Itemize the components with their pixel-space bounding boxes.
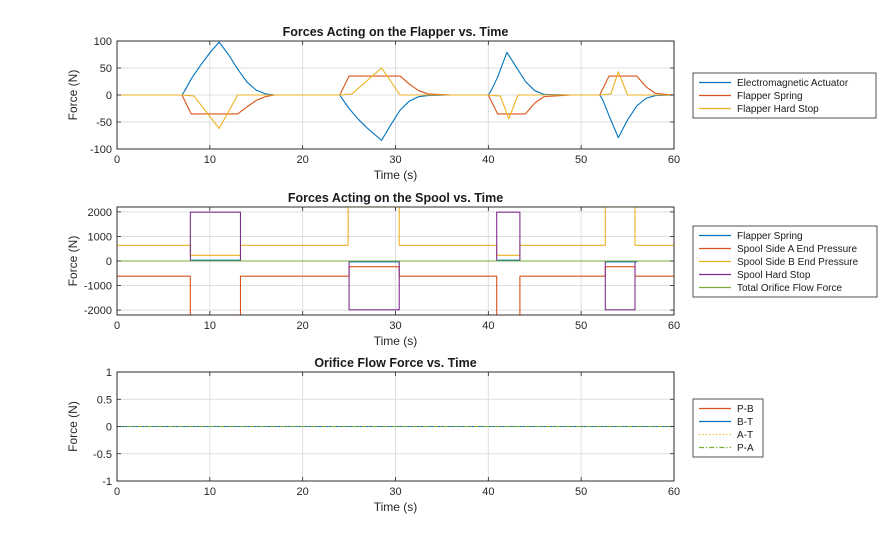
x-tick-label: 30 bbox=[389, 486, 401, 498]
x-tick-label: 0 bbox=[114, 486, 120, 498]
chart-title: Forces Acting on the Spool vs. Time bbox=[288, 191, 503, 205]
y-tick-label: 2000 bbox=[88, 207, 112, 219]
legend-label-spool-side-a-end-pressure: Spool Side A End Pressure bbox=[737, 244, 858, 255]
y-tick-label: -2000 bbox=[84, 305, 112, 317]
legend-label-electromagnetic-actuator: Electromagnetic Actuator bbox=[737, 78, 849, 89]
series-group bbox=[117, 207, 674, 315]
x-tick-label: 60 bbox=[668, 154, 680, 166]
x-tick-label: 30 bbox=[389, 154, 401, 166]
series-line-electromagnetic-actuator bbox=[117, 41, 674, 141]
x-tick-label: 10 bbox=[204, 486, 216, 498]
series-group bbox=[117, 41, 674, 141]
series-line-spool-side-a-end-pressure bbox=[117, 266, 674, 315]
y-tick-label: -1 bbox=[102, 476, 112, 488]
y-tick-label: 50 bbox=[100, 63, 112, 75]
y-tick-label: 0.5 bbox=[97, 394, 112, 406]
series-line-flapper-hard-stop bbox=[117, 67, 674, 130]
x-tick-label: 20 bbox=[297, 486, 309, 498]
series-line-spool-side-b-end-pressure bbox=[117, 207, 674, 256]
x-tick-label: 20 bbox=[297, 154, 309, 166]
x-tick-label: 30 bbox=[389, 320, 401, 332]
y-tick-label: 100 bbox=[94, 36, 112, 48]
x-tick-label: 60 bbox=[668, 486, 680, 498]
legend: Electromagnetic Actuator Flapper Spring Fl… bbox=[692, 72, 877, 119]
x-tick-label: 10 bbox=[204, 320, 216, 332]
x-tick-label: 0 bbox=[114, 320, 120, 332]
legend-label-spool-hard-stop: Spool Hard Stop bbox=[737, 270, 811, 281]
legend: Flapper Spring Spool Side A End Pressure S… bbox=[692, 225, 878, 298]
chart-title: Orifice Flow Force vs. Time bbox=[314, 356, 476, 370]
x-axis-label: Time (s) bbox=[374, 168, 418, 182]
legend-label-spool-side-b-end-pressure: Spool Side B End Pressure bbox=[737, 257, 859, 268]
y-tick-label: 0 bbox=[106, 90, 112, 102]
chart-title: Forces Acting on the Flapper vs. Time bbox=[283, 25, 509, 39]
y-tick-label: -0.5 bbox=[93, 449, 112, 461]
y-axis-label: Force (N) bbox=[66, 236, 80, 287]
legend-label-b-t: B-T bbox=[737, 417, 753, 428]
y-tick-label: 1000 bbox=[88, 231, 112, 243]
y-tick-label: 0 bbox=[106, 422, 112, 434]
x-tick-label: 50 bbox=[575, 320, 587, 332]
y-tick-label: 0 bbox=[106, 256, 112, 268]
x-tick-label: 40 bbox=[482, 320, 494, 332]
x-tick-label: 60 bbox=[668, 320, 680, 332]
x-axis-label: Time (s) bbox=[374, 500, 418, 514]
legend-label-flapper-hard-stop: Flapper Hard Stop bbox=[737, 104, 819, 115]
legend: P-B B-T A-T P-A bbox=[692, 398, 764, 458]
y-tick-label: -50 bbox=[96, 117, 112, 129]
x-tick-label: 40 bbox=[482, 154, 494, 166]
y-tick-label: 1 bbox=[106, 367, 112, 379]
x-tick-label: 50 bbox=[575, 154, 587, 166]
y-axis-label: Force (N) bbox=[66, 401, 80, 452]
x-tick-label: 40 bbox=[482, 486, 494, 498]
legend-label-a-t: A-T bbox=[737, 430, 753, 441]
y-tick-label: -100 bbox=[90, 144, 112, 156]
legend-label-p-b: P-B bbox=[737, 404, 754, 415]
subplot-1: 0 10 20 30 40 50 60 -100 -50 0 50 100 Forces Acting … bbox=[66, 25, 877, 182]
x-tick-label: 50 bbox=[575, 486, 587, 498]
x-tick-label: 20 bbox=[297, 320, 309, 332]
legend-label-flapper-spring: Flapper Spring bbox=[737, 91, 803, 102]
legend-label-flapper-spring: Flapper Spring bbox=[737, 231, 803, 242]
legend-label-total-orifice-flow-force: Total Orifice Flow Force bbox=[737, 283, 842, 294]
y-tick-label: -1000 bbox=[84, 281, 112, 293]
x-tick-label: 10 bbox=[204, 154, 216, 166]
y-axis-label: Force (N) bbox=[66, 70, 80, 121]
x-axis-label: Time (s) bbox=[374, 334, 418, 348]
series-line-flapper-spring bbox=[117, 75, 674, 115]
subplot-3: 0 10 20 30 40 50 60 -1 -0.5 0 0.5 1 Orifice Flow For… bbox=[66, 356, 764, 514]
legend-label-p-a: P-A bbox=[737, 443, 754, 454]
subplot-2: 0 10 20 30 40 50 60 -2000 -1000 0 1000 2000 Forces A… bbox=[66, 191, 878, 348]
x-tick-label: 0 bbox=[114, 154, 120, 166]
